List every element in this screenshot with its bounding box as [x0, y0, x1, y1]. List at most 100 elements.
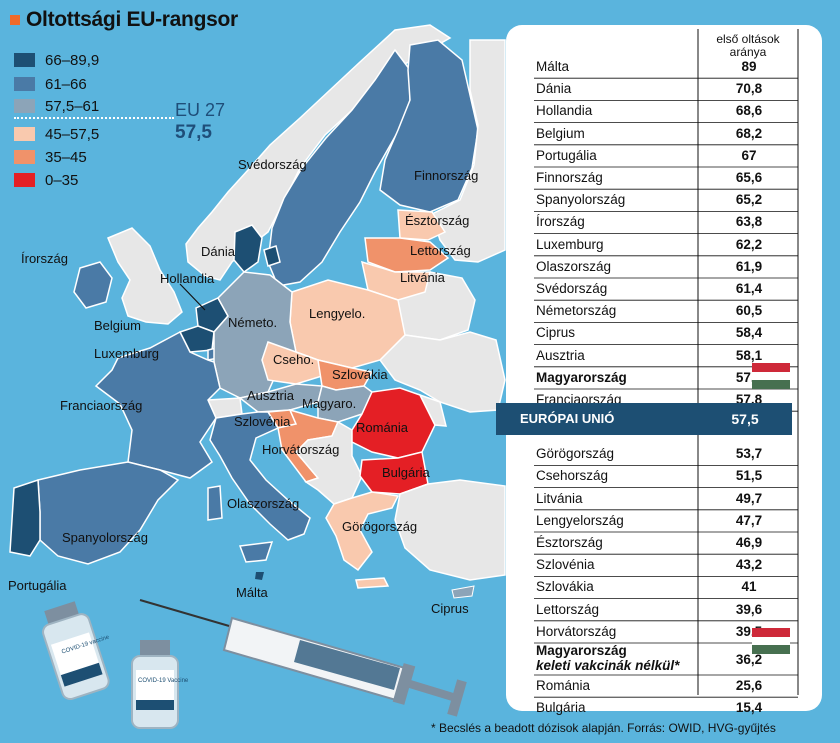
eu-row-value: 57,5 — [731, 411, 759, 427]
row-country-name: Lettország — [536, 601, 600, 617]
row-value: 36,2 — [735, 652, 763, 667]
row-value: 41 — [741, 579, 757, 595]
row-value: 89 — [741, 59, 757, 74]
map-label-nemeto: Németo. — [228, 315, 278, 330]
map-label-szlovenia: Szlovénia — [234, 414, 291, 429]
table-row: Írország 63,8 — [514, 211, 798, 233]
map-label-luxemburg: Luxemburg — [94, 346, 160, 361]
row-value: 68,2 — [735, 125, 763, 141]
map-label-malta: Málta — [236, 585, 268, 600]
sicily-shape — [238, 541, 274, 563]
row-country-name: Finnország — [536, 170, 603, 185]
row-value: 15,4 — [735, 700, 763, 716]
row-value: 46,9 — [735, 535, 763, 550]
eu-row-name: EURÓPAI UNIÓ — [520, 411, 615, 426]
table-grid — [534, 29, 799, 698]
map-label-gorogorszag: Görögország — [342, 519, 418, 534]
table-row: Spanyolország 65,2 — [514, 189, 798, 211]
row-country-name: Magyarország keleti vakcinák nélkül* — [536, 643, 679, 673]
map-label-horvatorszag: Horvátország — [262, 442, 340, 457]
row-country-name: Spanyolország — [536, 192, 626, 208]
legend-swatch — [14, 150, 35, 164]
eu-average-value: 57,5 — [175, 122, 212, 143]
legend-label: 57,5–61 — [45, 97, 100, 115]
row-value: 25,6 — [735, 678, 763, 693]
row-country-name: Írország — [536, 214, 585, 230]
uk-shape — [107, 227, 183, 325]
row-country-name-line2: keleti vakcinák nélkül* — [536, 658, 680, 673]
ukraine-shape — [379, 331, 506, 413]
table-row: Bulgária 15,4 — [514, 697, 798, 719]
table-row: Lengyelország 47,7 — [514, 510, 798, 532]
row-country-name: Horvátország — [536, 623, 617, 639]
map-label-finnorszag: Finnország — [414, 168, 479, 183]
table-row: Ausztria 58,1 — [514, 345, 798, 367]
row-country-name: Görögország — [536, 446, 615, 462]
ireland-shape — [73, 261, 113, 309]
map-label-szlovakia: Szlovákia — [332, 367, 388, 382]
map-label-portugalia: Portugália — [8, 578, 67, 593]
map-label-magyaro: Magyaro. — [302, 396, 357, 411]
row-value: 62,2 — [735, 236, 763, 252]
table-row: Belgium 68,2 — [514, 123, 798, 145]
title-block: Oltottsági EU-rangsor — [10, 8, 238, 32]
map-label-litvania: Litvánia — [400, 270, 445, 285]
footnote: * Becslés a beadott dózisok alapján. For… — [431, 721, 776, 735]
row-value: 43,2 — [735, 557, 763, 573]
table-row: Svédország 61,4 — [514, 278, 798, 300]
table-row: Litvánia 49,7 — [514, 488, 798, 510]
row-country-name-line1: Magyarország — [536, 643, 627, 658]
map-label-spanyolorszag: Spanyolország — [62, 530, 148, 545]
map-label-lettorszag: Lettország — [410, 243, 471, 258]
spain-shape — [37, 461, 180, 565]
row-value: 61,9 — [735, 258, 763, 274]
row-value: 58,4 — [735, 325, 763, 341]
row-value: 65,2 — [735, 192, 763, 208]
row-value: 58,1 — [735, 347, 763, 363]
column-header-line2: aránya — [729, 45, 767, 59]
turkey-shape — [394, 479, 506, 581]
hungarian-flag-icon — [752, 363, 790, 389]
map-label-ausztria: Ausztria — [247, 388, 294, 403]
malta-shape — [255, 572, 264, 580]
row-country-name: Szlovénia — [536, 557, 595, 573]
chart-title: Oltottsági EU-rangsor — [26, 8, 238, 31]
legend-label: 45–57,5 — [45, 125, 100, 143]
row-value: 70,8 — [735, 81, 763, 97]
row-country-name: Lengyelország — [536, 512, 624, 528]
legend-label: 0–35 — [45, 171, 79, 189]
row-value: 51,5 — [735, 468, 763, 484]
table-row: Málta 89 — [514, 56, 798, 78]
legend-swatch — [14, 99, 35, 113]
map-label-dania: Dánia — [201, 244, 235, 259]
denmark-shape — [233, 224, 263, 274]
legend-swatch — [14, 53, 35, 67]
map-label-hollandia: Hollandia — [160, 271, 215, 286]
map-label-olaszorszag: Olaszország — [227, 496, 300, 511]
row-country-name: Olaszország — [536, 258, 612, 274]
flag-stripe — [752, 363, 790, 372]
table-row: Szlovénia 43,2 — [514, 554, 798, 576]
legend-swatch — [14, 127, 35, 141]
table-row: Észtország 46,9 — [514, 532, 798, 554]
table-row: Hollandia 68,6 — [514, 100, 798, 122]
row-country-name: Szlovákia — [536, 579, 594, 595]
row-country-name: Ciprus — [536, 325, 576, 341]
table-row: Görögország 53,7 — [514, 443, 798, 465]
cyprus-shape — [451, 585, 475, 599]
table-row: Csehország 51,5 — [514, 465, 798, 487]
row-value: 65,6 — [735, 170, 763, 185]
row-value: 63,8 — [735, 214, 763, 230]
row-value: 39,6 — [735, 601, 763, 617]
map-label-belgium: Belgium — [94, 318, 141, 333]
column-header: első oltások aránya — [698, 33, 798, 59]
legend-label: 61–66 — [45, 75, 87, 93]
legend-item: 66–89,9 — [14, 50, 234, 70]
table-row: Ciprus 58,4 — [514, 322, 798, 344]
row-country-name: Hollandia — [536, 103, 593, 119]
vial-2-label: COVID-19 Vaccine — [138, 678, 189, 684]
table-row: Finnország 65,6 — [514, 167, 798, 189]
table-row: Szlovákia 41 — [514, 576, 798, 598]
legend-item: 57,5–61 — [14, 96, 234, 116]
